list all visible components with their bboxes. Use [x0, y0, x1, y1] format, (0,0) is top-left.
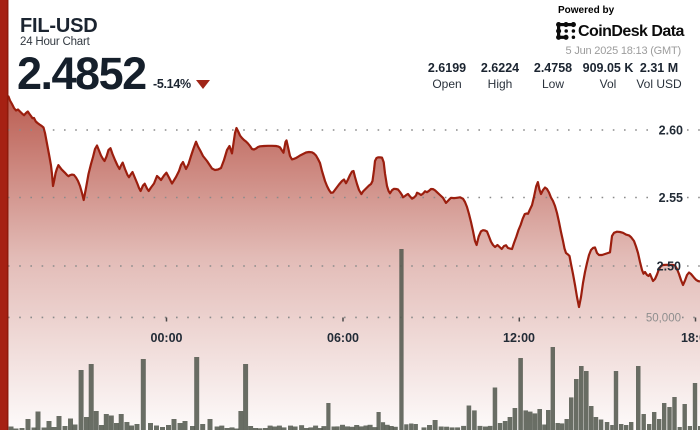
svg-text:50,000: 50,000 — [646, 313, 681, 325]
svg-text:2.50: 2.50 — [657, 260, 681, 274]
svg-text:12:00: 12:00 — [503, 331, 535, 345]
svg-text:18:00: 18:00 — [681, 331, 700, 345]
svg-text:2.60: 2.60 — [659, 124, 683, 138]
svg-text:2.55: 2.55 — [659, 191, 683, 205]
svg-text:06:00: 06:00 — [327, 331, 359, 345]
svg-text:00:00: 00:00 — [151, 331, 183, 345]
